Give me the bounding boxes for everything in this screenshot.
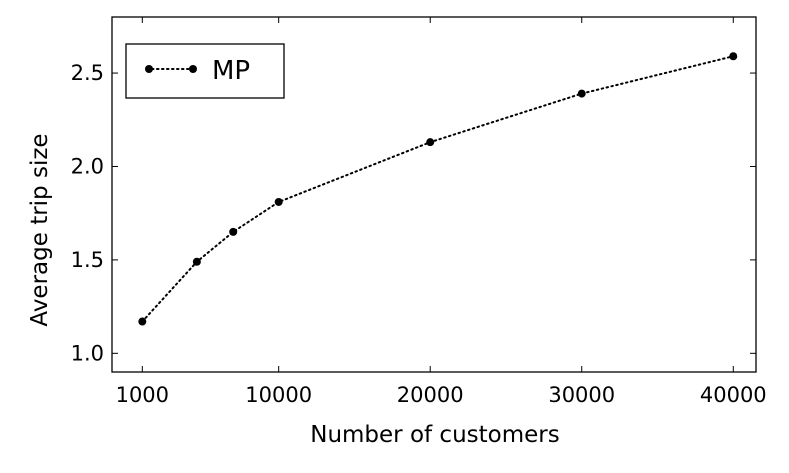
y-tick-label: 1.0 — [71, 341, 104, 365]
y-tick-label: 2.0 — [71, 154, 104, 178]
data-point — [138, 317, 147, 326]
plot-area — [111, 16, 757, 373]
x-axis-label: Number of customers — [310, 422, 559, 448]
x-tick-label: 40000 — [700, 383, 767, 407]
data-point — [729, 52, 738, 61]
x-tick-label: 10000 — [245, 383, 312, 407]
data-point — [577, 89, 586, 98]
y-axis-label: Average trip size — [27, 133, 53, 326]
y-tick-label: 1.5 — [71, 248, 104, 272]
y-tick-label: 2.5 — [71, 61, 104, 85]
data-point — [229, 227, 238, 236]
x-tick-label: 20000 — [397, 383, 464, 407]
x-tick-label: 1000 — [116, 383, 169, 407]
legend: MP — [125, 43, 285, 99]
x-tick-label: 30000 — [548, 383, 615, 407]
data-point — [426, 138, 435, 147]
data-point — [192, 257, 201, 266]
y-axis-ticks: 1.0 1.5 2.0 2.5 — [71, 61, 756, 365]
plot-frame — [111, 16, 757, 373]
series-group — [138, 52, 738, 326]
legend-marker — [145, 65, 153, 73]
x-axis-ticks: 1000 10000 20000 30000 40000 — [116, 17, 767, 407]
legend-label: MP — [212, 56, 250, 86]
data-point — [274, 197, 283, 206]
legend-marker — [189, 65, 197, 73]
